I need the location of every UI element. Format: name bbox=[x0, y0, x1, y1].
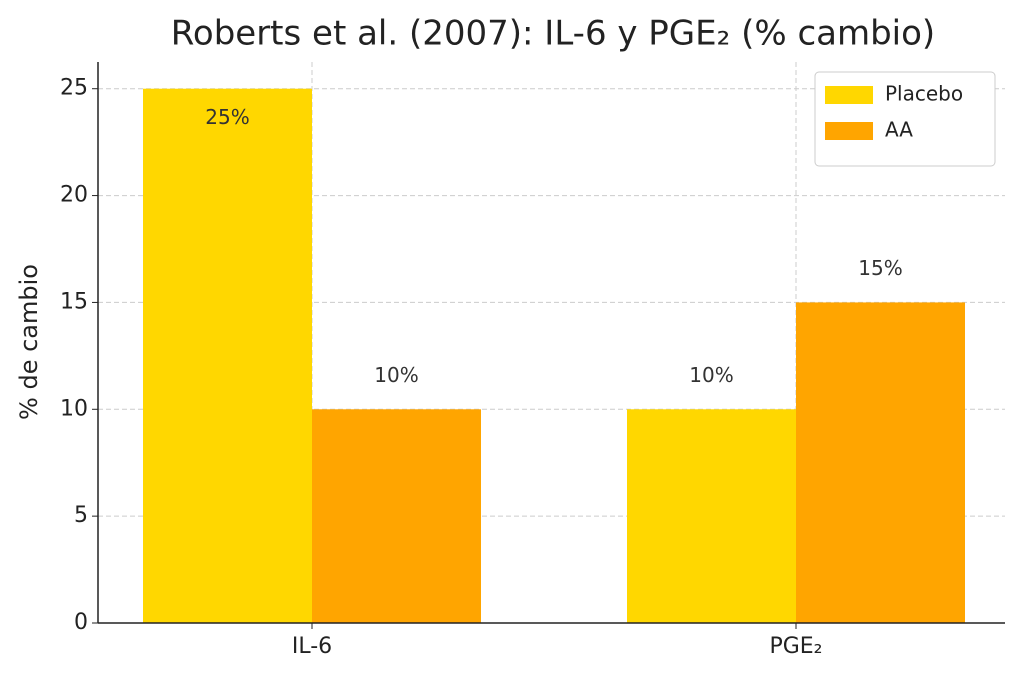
value-label: 25% bbox=[205, 105, 249, 129]
y-tick-label: 20 bbox=[60, 183, 88, 208]
legend-swatch bbox=[825, 122, 873, 140]
bar bbox=[627, 409, 796, 623]
y-tick-label: 0 bbox=[74, 610, 88, 635]
x-tick-label: PGE₂ bbox=[769, 634, 822, 659]
y-tick-label: 15 bbox=[60, 289, 88, 314]
y-axis-label: % de cambio bbox=[15, 264, 43, 420]
y-tick-label: 5 bbox=[74, 503, 88, 528]
legend-label: AA bbox=[885, 118, 913, 142]
bar bbox=[143, 88, 312, 623]
bar bbox=[312, 409, 481, 623]
legend-label: Placebo bbox=[885, 82, 963, 106]
value-label: 10% bbox=[689, 363, 733, 387]
y-tick-label: 10 bbox=[60, 396, 88, 421]
bar bbox=[796, 302, 965, 623]
legend-swatch bbox=[825, 86, 873, 104]
x-tick-label: IL-6 bbox=[292, 634, 332, 659]
chart-title: Roberts et al. (2007): IL-6 y PGE₂ (% ca… bbox=[171, 14, 935, 54]
value-label: 10% bbox=[374, 363, 418, 387]
y-tick-label: 25 bbox=[60, 76, 88, 101]
value-label: 15% bbox=[858, 256, 902, 280]
